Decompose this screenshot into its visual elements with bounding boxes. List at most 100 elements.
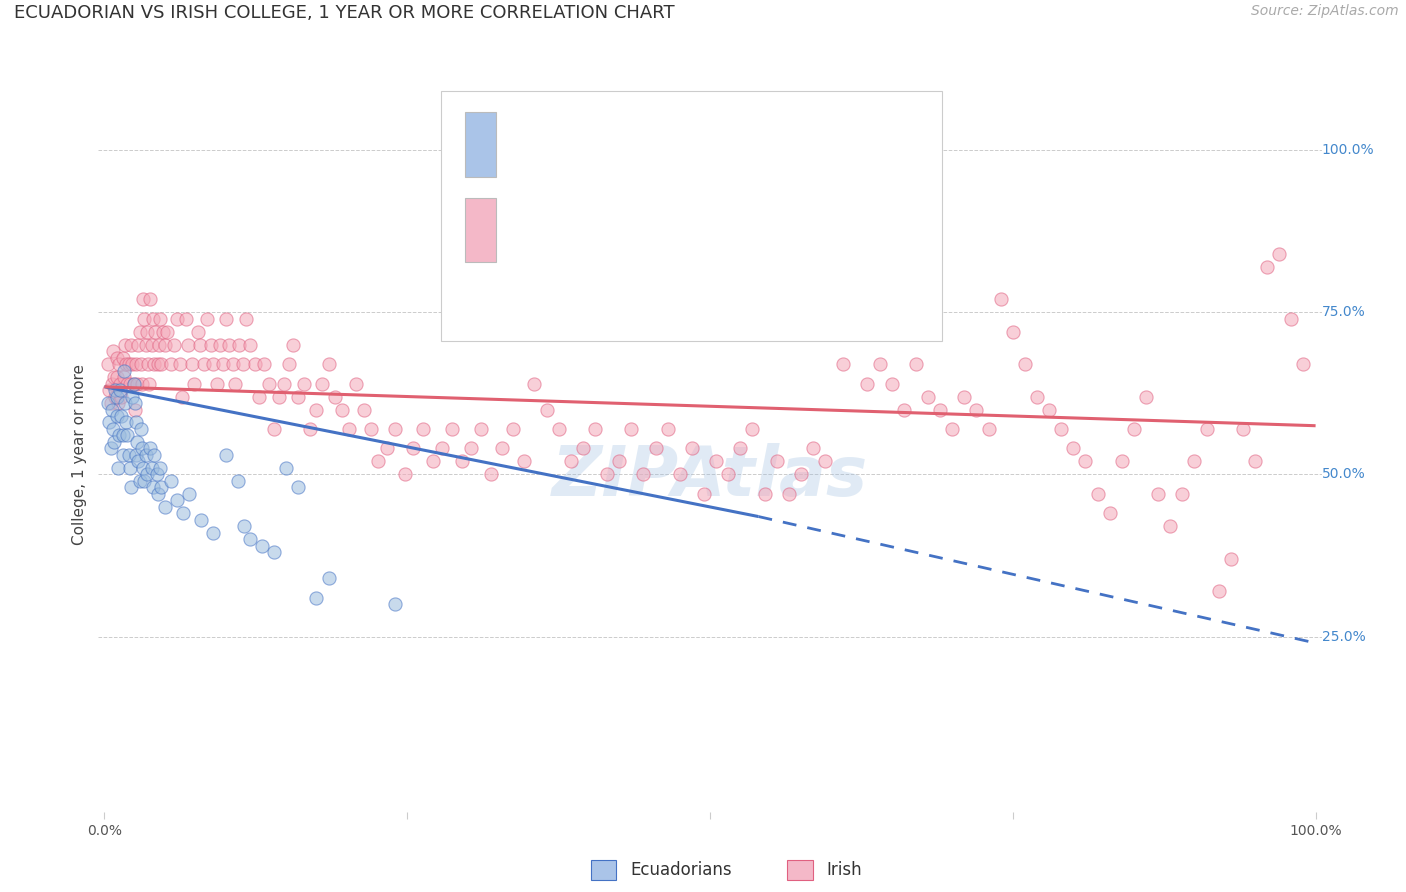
- Text: Source: ZipAtlas.com: Source: ZipAtlas.com: [1251, 4, 1399, 19]
- Point: [100, 402, 122, 417]
- Point: [129, 422, 152, 436]
- Point: [367, 454, 389, 468]
- Point: [101, 422, 124, 436]
- Point: [135, 467, 157, 482]
- Point: [145, 467, 167, 482]
- Point: [118, 448, 141, 462]
- Point: [212, 357, 235, 371]
- Point: [583, 422, 606, 436]
- Point: [214, 311, 236, 326]
- Point: [200, 337, 222, 351]
- Point: [560, 454, 582, 468]
- Point: [128, 474, 150, 488]
- Point: [523, 376, 546, 391]
- Point: [228, 337, 250, 351]
- Point: [183, 376, 205, 391]
- Point: [253, 357, 276, 371]
- Point: [132, 292, 155, 306]
- Point: [292, 376, 315, 391]
- Point: [232, 357, 254, 371]
- Point: [765, 454, 787, 468]
- Point: [917, 390, 939, 404]
- Point: [287, 480, 309, 494]
- Point: [250, 539, 273, 553]
- Point: [941, 422, 963, 436]
- Point: [122, 376, 145, 391]
- Point: [105, 370, 128, 384]
- Point: [1026, 390, 1049, 404]
- Point: [125, 416, 148, 430]
- Point: [131, 442, 153, 456]
- Point: [318, 357, 340, 371]
- Point: [668, 467, 690, 482]
- Point: [166, 311, 188, 326]
- Point: [657, 422, 679, 436]
- Point: [491, 442, 513, 456]
- Point: [118, 461, 141, 475]
- FancyBboxPatch shape: [441, 91, 942, 341]
- Point: [644, 442, 666, 456]
- Point: [115, 357, 138, 371]
- Point: [160, 474, 183, 488]
- Point: [572, 442, 595, 456]
- Point: [1014, 357, 1036, 371]
- Point: [141, 337, 163, 351]
- Point: [143, 357, 166, 371]
- Point: [801, 442, 824, 456]
- Point: [135, 325, 157, 339]
- Point: [104, 383, 127, 397]
- Point: [187, 325, 209, 339]
- Point: [118, 376, 141, 391]
- Point: [112, 363, 135, 377]
- Point: [276, 461, 298, 475]
- Point: [143, 448, 166, 462]
- Point: [502, 422, 524, 436]
- Point: [127, 454, 149, 468]
- Point: [1195, 422, 1218, 436]
- Point: [97, 357, 120, 371]
- Point: [117, 428, 139, 442]
- Point: [120, 480, 142, 494]
- Point: [208, 337, 231, 351]
- Point: [149, 311, 172, 326]
- Point: [129, 357, 152, 371]
- Point: [402, 442, 425, 456]
- Point: [156, 325, 179, 339]
- Point: [704, 454, 727, 468]
- Point: [693, 487, 716, 501]
- Point: [179, 487, 201, 501]
- Point: [832, 357, 855, 371]
- Point: [134, 311, 156, 326]
- Point: [904, 357, 927, 371]
- Point: [239, 533, 262, 547]
- Point: [148, 337, 170, 351]
- Point: [318, 571, 340, 585]
- Point: [134, 474, 156, 488]
- Point: [384, 597, 406, 611]
- Point: [110, 409, 132, 423]
- Point: [124, 396, 146, 410]
- Point: [1122, 422, 1144, 436]
- Point: [778, 487, 800, 501]
- Point: [790, 467, 813, 482]
- Point: [1147, 487, 1170, 501]
- Point: [110, 390, 132, 404]
- Point: [479, 467, 502, 482]
- Point: [1038, 402, 1060, 417]
- Point: [277, 357, 299, 371]
- Point: [127, 434, 149, 449]
- Text: 50.0%: 50.0%: [1322, 467, 1365, 482]
- Point: [536, 402, 558, 417]
- Point: [152, 325, 174, 339]
- FancyBboxPatch shape: [465, 198, 496, 262]
- Point: [267, 390, 290, 404]
- Point: [222, 357, 245, 371]
- Point: [100, 442, 122, 456]
- Point: [111, 428, 134, 442]
- Point: [990, 292, 1012, 306]
- Point: [103, 434, 125, 449]
- Point: [170, 390, 193, 404]
- Point: [249, 390, 271, 404]
- Point: [125, 357, 148, 371]
- Point: [512, 454, 534, 468]
